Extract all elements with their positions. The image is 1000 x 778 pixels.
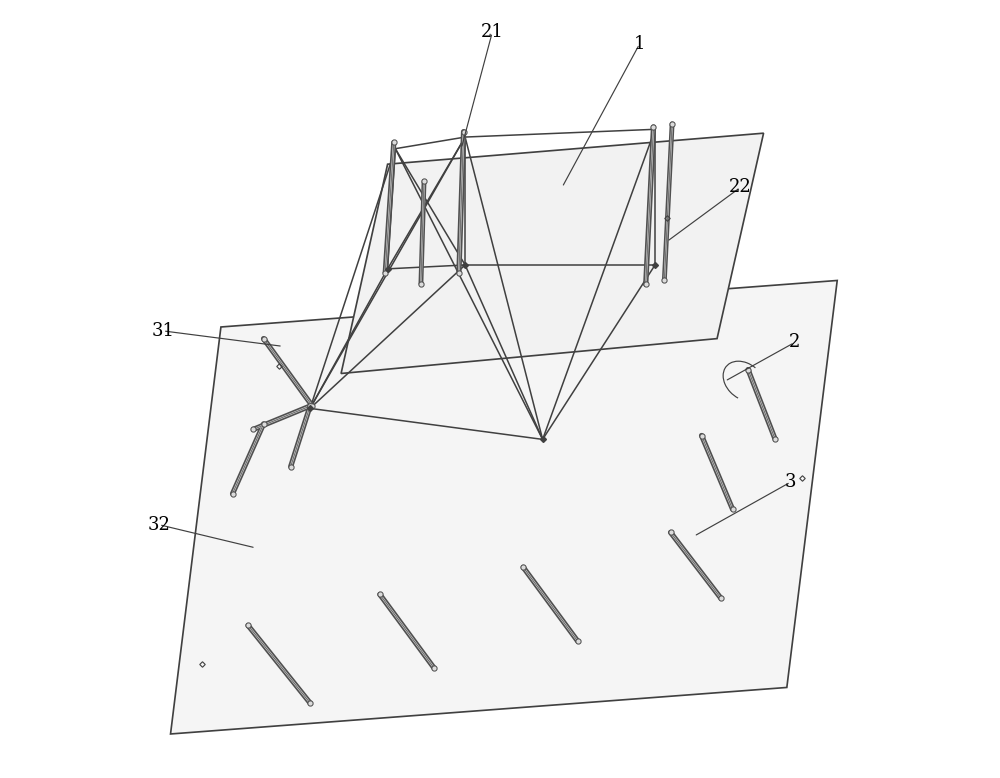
Text: 32: 32 <box>147 516 170 534</box>
Polygon shape <box>171 280 837 734</box>
Text: 2: 2 <box>789 334 800 352</box>
Polygon shape <box>341 133 764 373</box>
Text: 21: 21 <box>481 23 504 41</box>
Text: 3: 3 <box>785 473 796 491</box>
Text: 31: 31 <box>151 322 174 340</box>
Text: 1: 1 <box>634 35 645 53</box>
Text: 22: 22 <box>729 178 752 196</box>
